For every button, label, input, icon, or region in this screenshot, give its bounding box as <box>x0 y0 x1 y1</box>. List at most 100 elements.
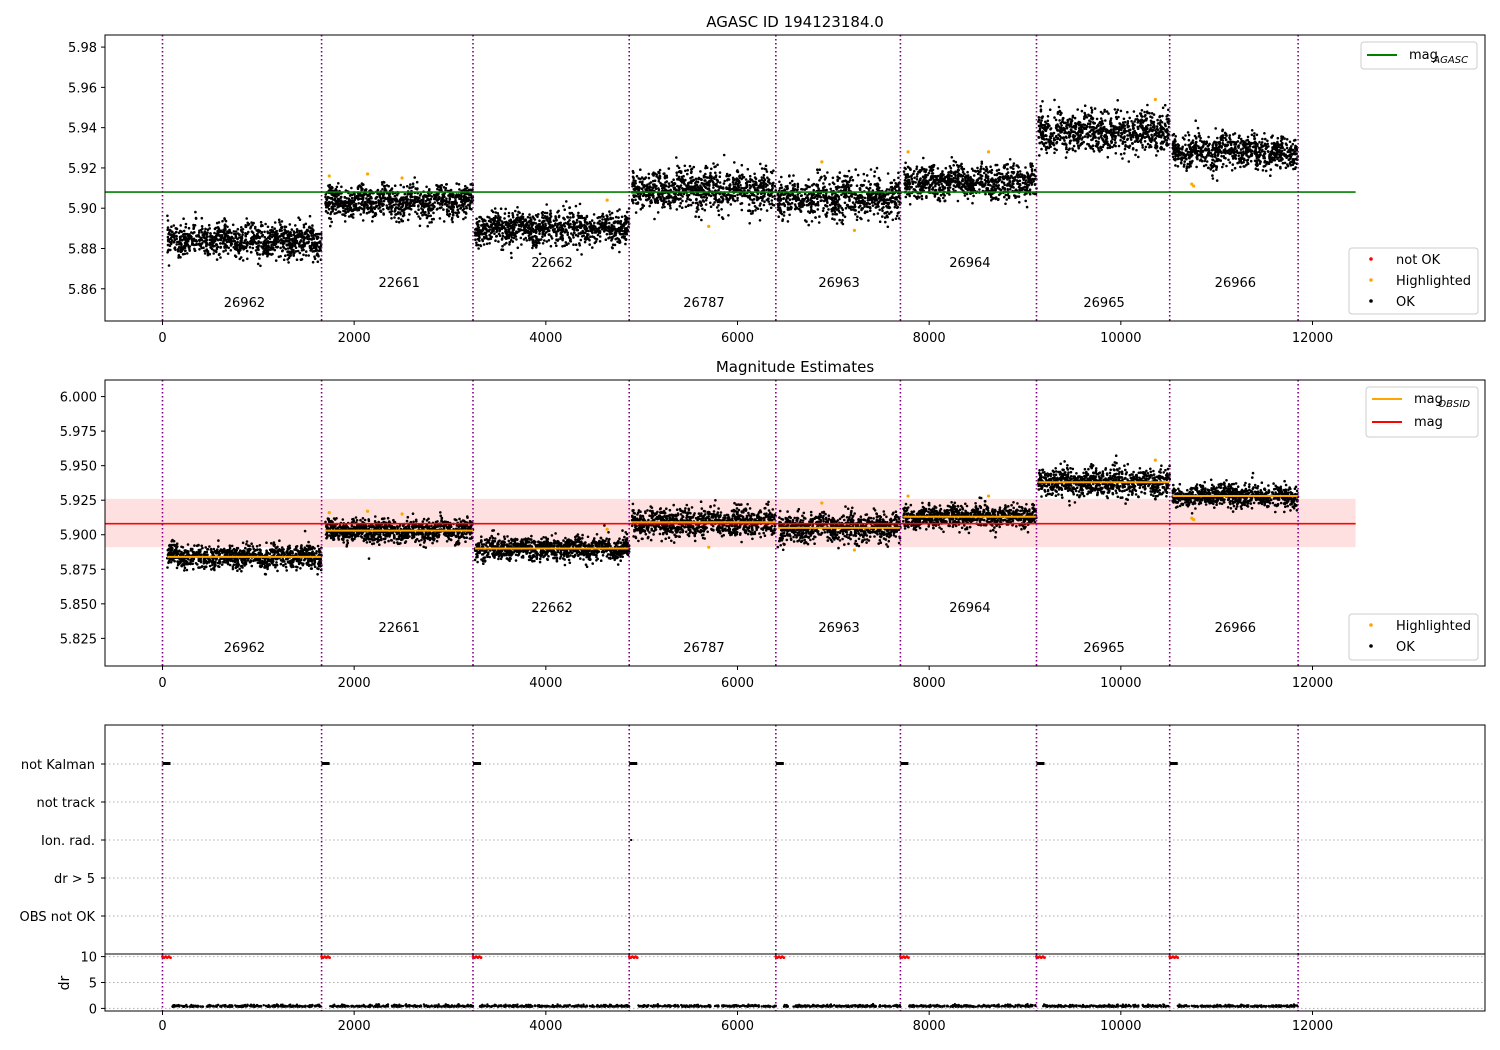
ok-point <box>280 226 284 230</box>
ok-point <box>238 241 242 245</box>
ok-point <box>722 182 726 185</box>
ok-point <box>538 252 542 256</box>
ok-point <box>855 184 859 187</box>
ok-point <box>823 178 827 181</box>
ok-point <box>631 169 635 173</box>
ok-point <box>590 230 594 233</box>
ok-point <box>404 205 408 209</box>
ok-point <box>608 210 611 213</box>
ok-point <box>885 201 888 205</box>
ok-point <box>697 176 701 180</box>
ok-point <box>876 203 879 207</box>
ok-point <box>721 198 725 202</box>
ok-point <box>488 242 491 245</box>
ok-point <box>296 241 299 244</box>
ok-point <box>794 199 798 203</box>
ok-point <box>759 208 763 211</box>
ok-point <box>709 171 712 175</box>
ok-point <box>748 184 751 187</box>
ok-point <box>660 197 663 200</box>
ok-point <box>240 226 243 229</box>
ok-point <box>799 210 803 213</box>
ok-point <box>377 199 380 202</box>
ok-point <box>648 204 651 208</box>
ok-point <box>395 197 398 200</box>
ok-point <box>375 195 379 199</box>
ok-point <box>263 230 266 234</box>
ok-point <box>679 171 683 174</box>
ok-point <box>509 238 513 242</box>
ok-point <box>366 194 370 198</box>
ok-point <box>862 172 866 176</box>
ok-point <box>652 179 655 183</box>
ok-point <box>683 164 687 168</box>
ok-point <box>562 216 565 220</box>
ok-point <box>266 240 270 243</box>
ok-point <box>715 206 719 209</box>
ok-point <box>869 168 873 171</box>
ok-point <box>660 187 664 190</box>
ok-point <box>869 182 872 186</box>
ok-point <box>167 264 171 267</box>
ok-point <box>484 225 487 228</box>
ok-point <box>854 212 857 216</box>
ok-point <box>204 227 207 231</box>
ok-point <box>167 232 170 236</box>
ok-point <box>464 184 467 188</box>
ok-point <box>442 208 445 211</box>
ok-point <box>873 170 877 173</box>
ok-point <box>572 223 575 226</box>
ok-point <box>182 232 186 236</box>
ok-point <box>885 214 889 217</box>
ok-point <box>252 221 255 225</box>
ok-point <box>816 200 820 204</box>
ok-point <box>510 236 514 239</box>
ok-point <box>699 170 702 173</box>
ok-point <box>803 219 807 222</box>
ok-point <box>497 240 500 243</box>
ok-point <box>625 232 629 236</box>
ok-point <box>364 188 367 192</box>
ok-point <box>212 249 216 252</box>
ok-point <box>459 206 463 210</box>
ok-point <box>284 254 287 257</box>
ok-point <box>505 241 508 245</box>
ok-point <box>646 186 649 189</box>
ok-point <box>811 202 814 205</box>
ok-point <box>720 208 723 211</box>
ok-point <box>495 223 499 226</box>
ok-point <box>541 228 544 231</box>
ok-point <box>279 246 282 250</box>
ok-point <box>425 185 428 189</box>
ok-point <box>638 180 642 184</box>
ok-point <box>184 249 187 252</box>
ok-point <box>348 203 352 207</box>
ok-point <box>224 249 227 252</box>
ok-point <box>440 206 443 209</box>
ok-point <box>847 169 851 173</box>
ok-point <box>173 247 176 250</box>
ok-point <box>508 222 512 225</box>
ok-point <box>289 246 292 250</box>
ok-point <box>480 217 484 221</box>
ok-point <box>863 200 866 203</box>
ok-point <box>449 207 453 210</box>
ok-point <box>646 183 649 186</box>
ok-point <box>637 177 640 180</box>
ok-point <box>406 218 410 222</box>
ok-point <box>844 206 848 210</box>
ok-point <box>836 200 839 204</box>
ok-point <box>602 215 605 218</box>
ok-point <box>524 224 527 227</box>
ok-point <box>728 183 732 186</box>
ok-point <box>686 184 689 187</box>
ok-point <box>244 246 248 250</box>
ok-point <box>635 174 639 178</box>
ok-point <box>632 195 636 199</box>
ok-point <box>514 223 518 227</box>
ok-point <box>855 218 859 222</box>
ok-point <box>827 208 830 211</box>
ok-point <box>205 237 208 240</box>
ok-point <box>586 222 589 226</box>
ok-point <box>336 206 339 209</box>
